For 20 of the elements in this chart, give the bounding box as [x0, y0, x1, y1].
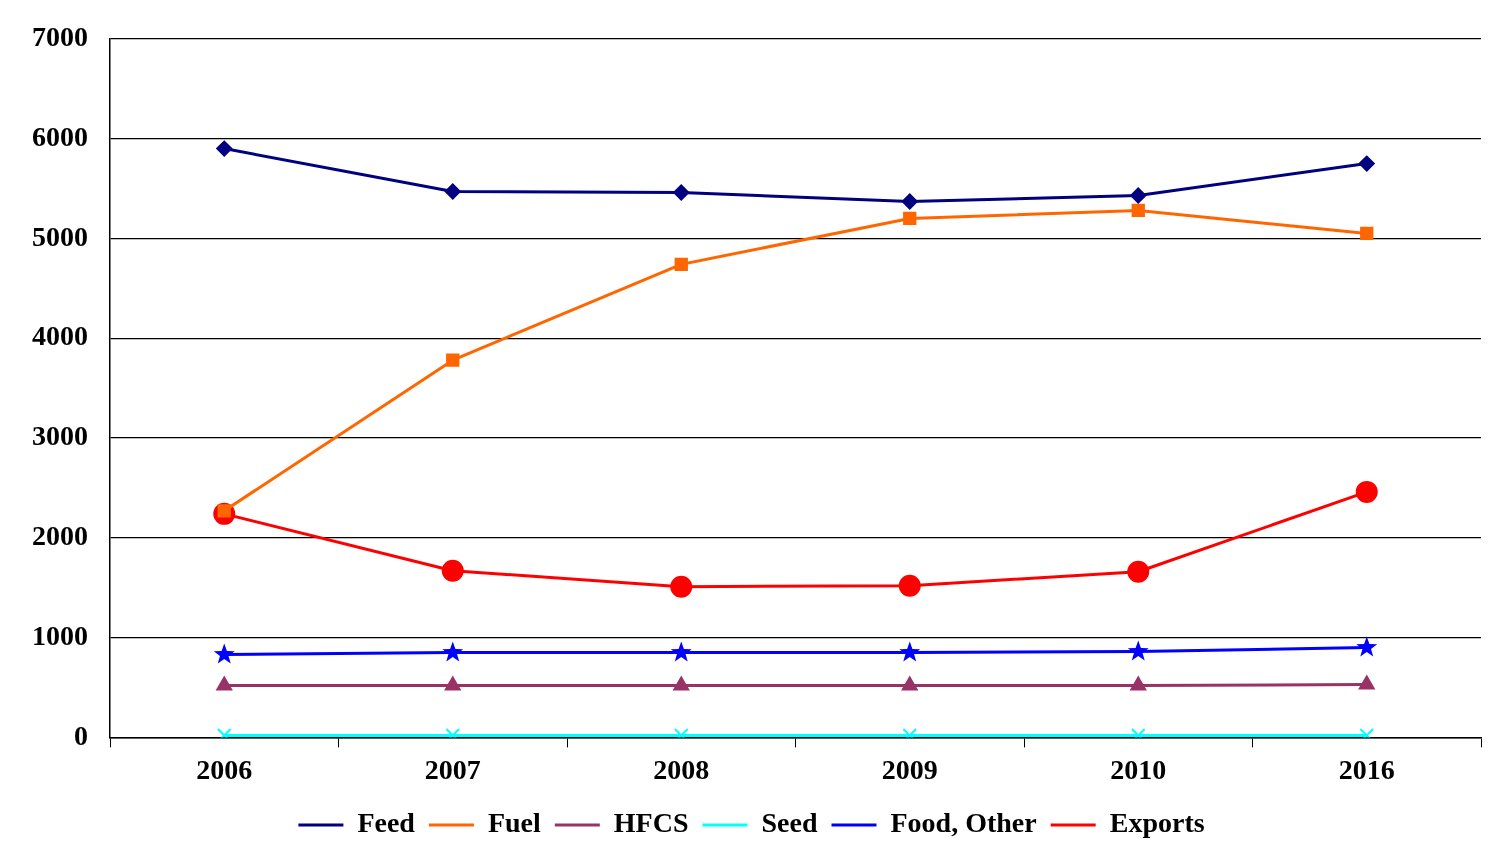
y-tick-label: 1000: [32, 619, 88, 651]
legend-label: Exports: [1109, 807, 1205, 839]
legend-label: Seed: [761, 807, 818, 839]
legend-label: Food, Other: [890, 807, 1037, 839]
x-tick-label: 2007: [424, 754, 481, 786]
y-tick-label: 4000: [32, 320, 88, 352]
legend-label: HFCS: [613, 807, 689, 839]
y-tick-label: 5000: [32, 220, 88, 252]
y-tick-label: 3000: [32, 420, 88, 452]
x-tick-label: 2016: [1338, 754, 1395, 786]
x-tick-label: 2009: [881, 754, 938, 786]
y-tick-label: 7000: [32, 21, 88, 53]
x-tick-label: 2006: [196, 754, 253, 786]
legend-label: Fuel: [487, 807, 542, 839]
y-tick-label: 2000: [32, 520, 88, 552]
y-tick-label: 6000: [32, 120, 88, 152]
x-tick-label: 2010: [1110, 754, 1167, 786]
legend-label: Feed: [357, 807, 416, 839]
x-tick-label: 2008: [653, 754, 710, 786]
y-tick-label: 0: [74, 719, 88, 751]
